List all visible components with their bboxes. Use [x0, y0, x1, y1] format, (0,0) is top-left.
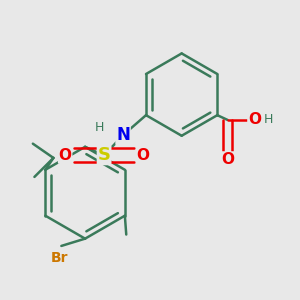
Text: Br: Br [51, 251, 68, 265]
Text: O: O [136, 148, 149, 163]
Text: O: O [58, 148, 72, 163]
Text: O: O [221, 152, 234, 167]
Text: S: S [98, 146, 111, 164]
Text: H: H [263, 113, 273, 126]
Text: N: N [116, 126, 130, 144]
Text: O: O [248, 112, 261, 128]
Text: H: H [95, 121, 104, 134]
